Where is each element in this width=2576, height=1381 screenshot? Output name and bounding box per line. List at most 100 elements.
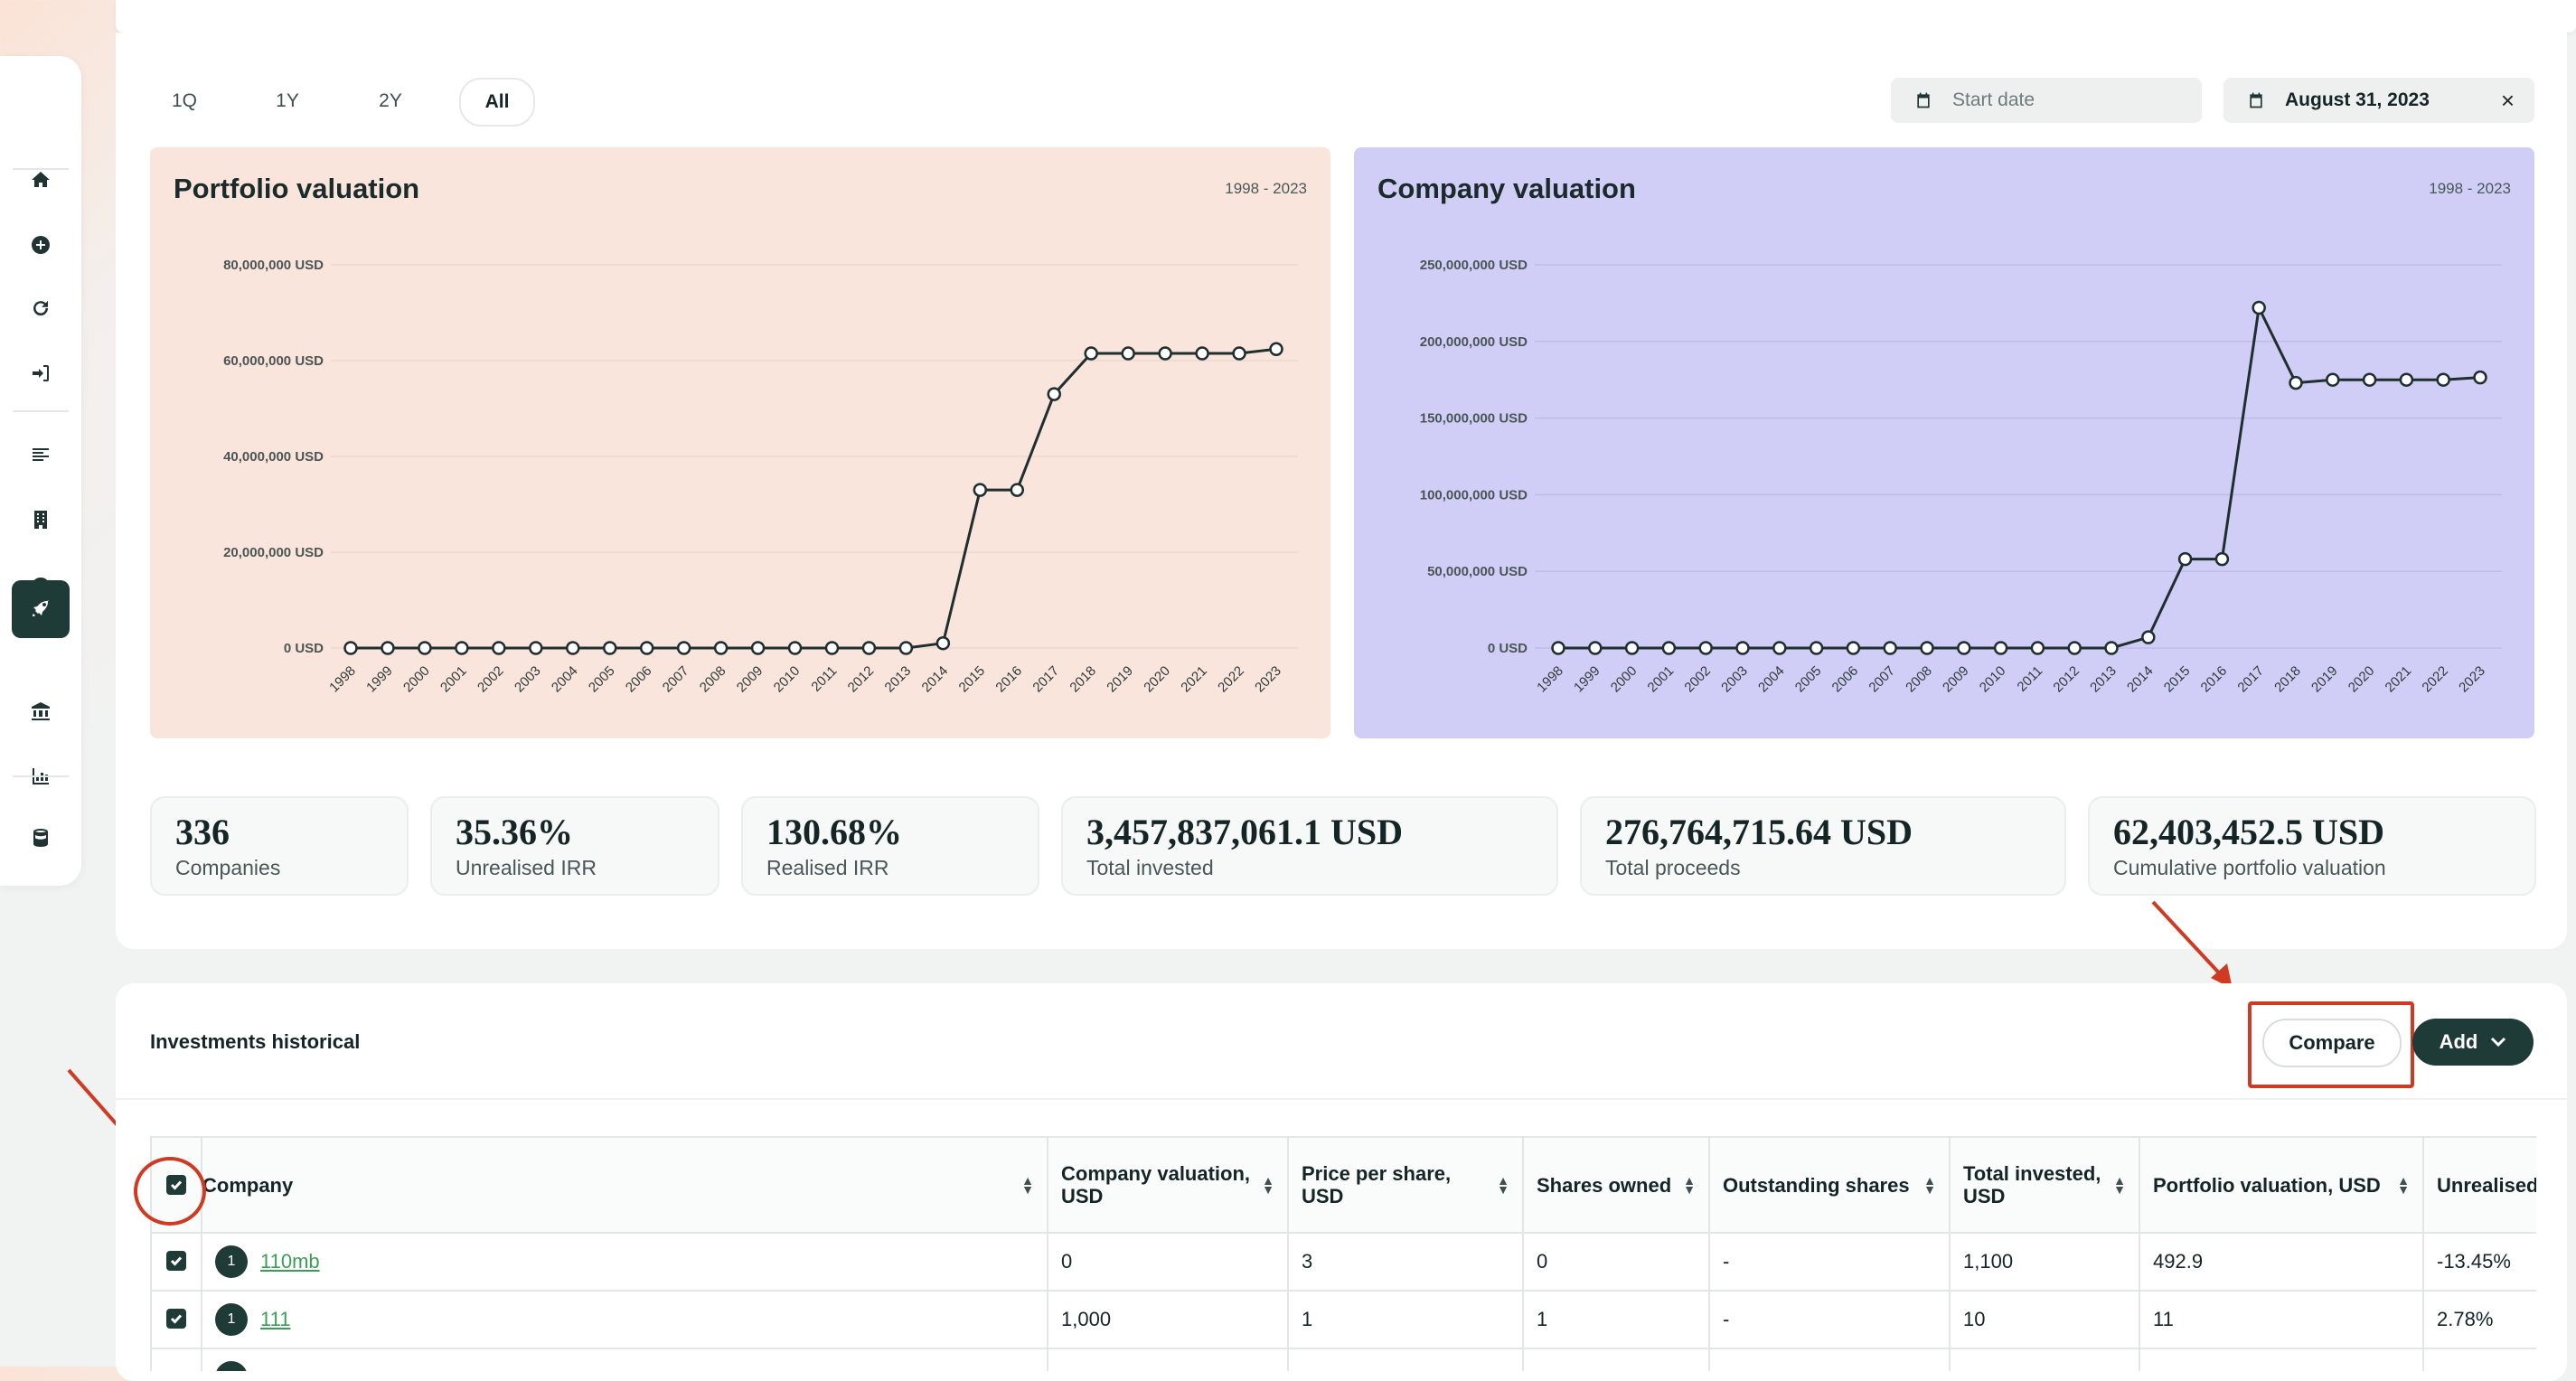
row-checkbox[interactable] (166, 1251, 186, 1271)
calendar-icon (1917, 92, 1930, 108)
x-tick-label: 2016 (2198, 663, 2231, 696)
sort-icon[interactable]: ▲ ▼ (1021, 1173, 1034, 1197)
data-point (787, 641, 803, 655)
bank-icon[interactable] (20, 690, 61, 732)
data-point (861, 641, 877, 655)
col-total-invested[interactable]: Total invested, USD ▲ ▼ (1949, 1136, 2140, 1234)
stat-label: Total invested (1086, 856, 1214, 879)
x-tick-label: 2007 (660, 663, 692, 696)
data-point (602, 641, 617, 655)
home-icon[interactable] (20, 159, 61, 201)
col-shares-owned[interactable]: Shares owned ▲ ▼ (1522, 1136, 1710, 1234)
table-cell: 2.78% (2422, 1290, 2536, 1349)
x-tick-label: 1998 (1534, 663, 1566, 696)
x-tick-label: 2005 (1792, 663, 1825, 696)
stat-value: 3,457,837,061.1 USD (1086, 812, 1404, 852)
data-point (529, 641, 543, 655)
data-point (2436, 372, 2450, 387)
x-tick-label: 2006 (1829, 663, 1862, 696)
data-point (2067, 641, 2082, 655)
sort-icon[interactable]: ▲ ▼ (2397, 1173, 2410, 1197)
y-tick-label: 100,000,000 USD (1420, 487, 1528, 503)
period-tab-all[interactable]: All (459, 78, 535, 127)
stat-total-invested: 3,457,837,061.1 USD Total invested (1061, 796, 1558, 896)
table-cell: - (1708, 1232, 1951, 1292)
x-tick-label: 2015 (956, 663, 989, 696)
building-icon[interactable] (20, 499, 61, 540)
table-cell: 10 (1949, 1290, 2140, 1349)
list-icon[interactable] (20, 434, 61, 475)
period-tab-2y[interactable]: 2Y (379, 90, 402, 111)
investments-table: Company ▲ ▼ Company valuation, USD ▲ ▼ Price… (150, 1136, 2536, 1371)
data-point (2177, 551, 2193, 567)
rocket-icon[interactable] (12, 580, 70, 638)
x-tick-label: 2003 (1718, 663, 1751, 696)
data-point (2214, 551, 2230, 567)
table-row[interactable]: 1 111 1,000 1 1 - 10 11 2.78% (150, 1290, 2536, 1349)
sort-icon[interactable]: ▲ ▼ (1497, 1173, 1509, 1197)
col-company-valuation[interactable]: Company valuation, USD ▲ ▼ (1047, 1136, 1289, 1234)
data-point (492, 641, 506, 655)
col-outstanding-shares[interactable]: Outstanding shares ▲ ▼ (1708, 1136, 1951, 1234)
chevron-down-icon (2491, 1037, 2506, 1047)
stat-label: Companies (175, 856, 281, 879)
data-point (1588, 641, 1603, 655)
col-label: Price per share, USD (1302, 1162, 1452, 1207)
compare-button[interactable]: Compare (2262, 1019, 2402, 1067)
company-link[interactable]: 110mb (260, 1250, 320, 1273)
company-link[interactable]: 111 (260, 1308, 291, 1330)
x-tick-label: 2019 (1104, 663, 1136, 696)
period-tab-1y[interactable]: 1Y (276, 90, 299, 111)
annotation-arrow (2151, 900, 2233, 989)
end-date-input[interactable]: August 31, 2023 × (2223, 78, 2534, 123)
y-tick-label: 80,000,000 USD (223, 258, 324, 273)
plus-circle-icon[interactable] (20, 224, 61, 266)
data-point (1158, 346, 1172, 361)
x-tick-label: 2013 (882, 663, 915, 696)
data-point (1957, 641, 1971, 655)
table-cell: 1 (1522, 1290, 1710, 1349)
table-cell (1949, 1348, 2140, 1371)
sign-in-icon[interactable] (20, 352, 61, 394)
sidebar (0, 56, 81, 886)
x-tick-label: 2014 (919, 663, 952, 696)
data-point (1269, 342, 1283, 357)
table-row[interactable]: 1 110mb 0 3 0 - 1,100 492.9 -13.45% (150, 1232, 2536, 1292)
database-icon[interactable] (20, 817, 61, 859)
col-unrealised[interactable]: Unrealised (2422, 1136, 2536, 1234)
sort-icon[interactable]: ▲ ▼ (1262, 1173, 1274, 1197)
x-tick-label: 2023 (2456, 663, 2488, 696)
x-tick-label: 1999 (1571, 663, 1603, 696)
stat-value: 35.36% (456, 812, 573, 852)
add-button[interactable]: Add (2412, 1019, 2534, 1066)
sort-icon[interactable]: ▲ ▼ (2113, 1173, 2126, 1197)
sort-icon[interactable]: ▲ ▼ (1683, 1173, 1696, 1197)
clear-date-icon[interactable]: × (2500, 86, 2515, 114)
x-tick-label: 2019 (2308, 663, 2341, 696)
period-tab-1q[interactable]: 1Q (171, 90, 197, 111)
col-company[interactable]: Company ▲ ▼ (201, 1136, 1048, 1234)
col-portfolio-valuation[interactable]: Portfolio valuation, USD ▲ ▼ (2139, 1136, 2424, 1234)
annotation-highlight-circle (134, 1157, 206, 1226)
data-point (1883, 641, 1897, 655)
data-point (1551, 641, 1565, 655)
col-price-per-share[interactable]: Price per share, USD ▲ ▼ (1287, 1136, 1524, 1234)
table-cell: 492.9 (2139, 1232, 2424, 1292)
data-point (2104, 641, 2119, 655)
table-row[interactable] (150, 1348, 2536, 1371)
x-tick-label: 2018 (1067, 663, 1099, 696)
start-date-input[interactable]: Start date (1891, 78, 2202, 123)
x-tick-label: 2002 (1681, 663, 1714, 696)
y-tick-label: 150,000,000 USD (1420, 411, 1528, 427)
row-checkbox[interactable] (166, 1309, 186, 1329)
data-point (1809, 641, 1824, 655)
series-line (351, 347, 1277, 650)
y-tick-label: 200,000,000 USD (1420, 334, 1528, 350)
portfolio-valuation-chart: Portfolio valuation 1998 - 2023 80,000,0… (150, 147, 1330, 738)
x-tick-label: 2006 (623, 663, 655, 696)
data-point (455, 641, 469, 655)
add-button-label: Add (2439, 1030, 2478, 1053)
refresh-icon[interactable] (20, 287, 61, 329)
table-cell (1708, 1348, 1951, 1371)
sort-icon[interactable]: ▲ ▼ (1923, 1173, 1936, 1197)
